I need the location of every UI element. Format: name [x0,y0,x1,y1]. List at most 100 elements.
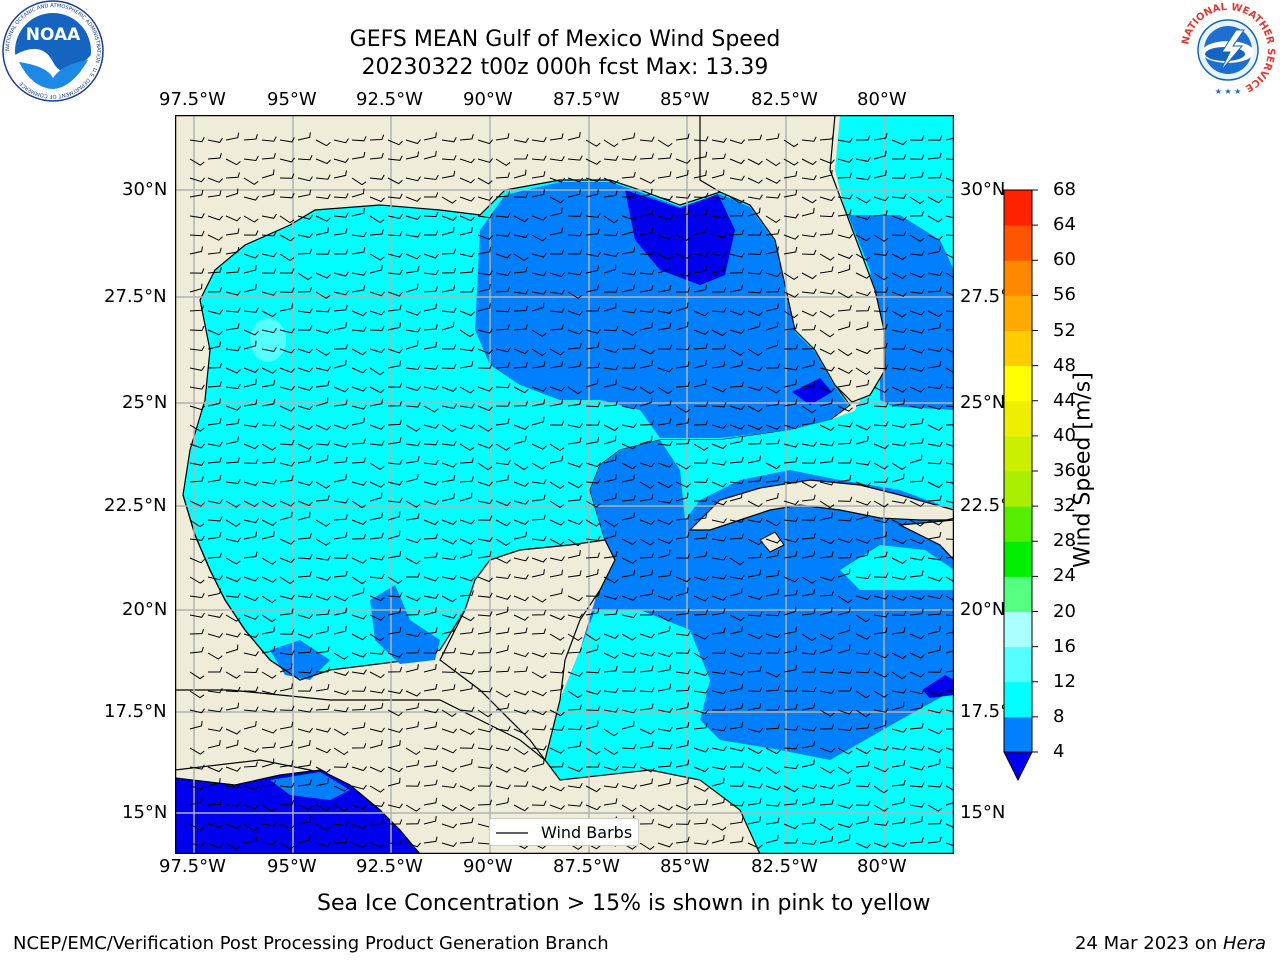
wind-barb [279,268,295,274]
wind-barb [711,608,726,616]
wind-barb [207,190,222,198]
colorbar-tick-label: 64 [1053,214,1076,236]
wind-barb [639,842,655,851]
wind-barb [243,823,259,832]
wind-barb [855,196,871,204]
wind-barb [621,155,637,161]
wind-barb [729,557,745,566]
lon-tick-bottom: 80°W [857,856,907,877]
wind-barb [297,707,313,713]
wind-barb [243,458,259,464]
wind-barb [189,628,205,635]
wind-barb [639,462,655,468]
wind-barb [549,420,565,426]
wind-barb [243,804,259,810]
wind-barb [297,533,312,540]
wind-barb [675,344,691,351]
wind-barb [639,188,653,198]
wind-barb [855,379,870,388]
wind-barb [675,133,690,141]
wind-barb [657,804,673,811]
wind-barb [423,253,439,259]
wind-barb [675,587,689,597]
wind-barb [279,842,295,850]
wind-barb [531,758,545,768]
wind-barb [423,364,439,370]
wind-barb [531,652,547,658]
wind-barb [261,479,277,485]
wind-barb [585,251,601,257]
wind-barb [225,418,240,426]
wind-barb [819,169,833,179]
lat-tick-right: 20°N [960,599,1006,620]
sea-ice-caption: Sea Ice Concentration > 15% is shown in … [317,891,931,916]
wind-barb [279,173,295,179]
wind-barb [567,494,582,502]
wind-barb [693,419,709,426]
wind-barb [513,266,528,274]
wind-barb [657,253,673,260]
wind-barb [945,842,954,847]
wind-barb [315,778,329,787]
wind-barb [621,284,635,293]
wind-barb [891,398,906,407]
wind-barb [225,323,240,331]
wind-barb [225,686,241,693]
wind-barb [729,683,744,692]
wind-barb [441,684,456,692]
wind-barb [621,708,637,714]
wind-barb [459,804,475,811]
wind-barb [945,234,954,237]
wind-barb [513,154,529,160]
wind-barb [837,157,853,163]
wind-barb [856,135,871,141]
wind-barb [207,474,222,483]
wind-barb [243,264,257,274]
wind-barb [855,435,869,445]
wind-barb [189,213,205,219]
wind-barb [477,462,493,471]
wind-barb [747,727,763,733]
wind-barb [873,804,889,812]
wind-barb [567,437,582,445]
wind-barb [675,819,691,825]
wind-barb [549,804,565,810]
wind-barb [891,701,905,711]
wind-barb [927,519,943,526]
lon-tick-top: 95°W [267,89,317,110]
wind-barb [459,590,474,597]
wind-barb [423,664,437,673]
wind-barb [333,762,349,768]
wind-barb [549,556,565,562]
wind-barb [873,477,889,483]
wind-barb [207,153,222,160]
wind-barb [423,269,439,276]
wind-barb [207,309,223,315]
wind-barb [783,246,798,255]
wind-barb [567,647,582,654]
wind-barb [873,671,889,678]
wind-barb [333,707,349,713]
wind-barb [585,552,600,559]
atlantic-moderate-winds [848,215,954,415]
wind-barb [765,723,781,730]
wind-barb [945,670,954,673]
wind-barb [261,152,276,160]
lat-tick-left: 22.5°N [104,495,167,516]
colorbar-segment [1004,260,1032,296]
wind-barb [801,272,817,280]
wind-barb [765,588,780,597]
wind-barb [297,727,313,733]
wind-barb [657,707,673,713]
wind-barb [387,252,403,258]
cayman-stronger-winds [840,545,954,590]
wind-barb [261,671,277,679]
wind-barb [603,230,619,237]
wind-barb [621,443,637,450]
wind-barb [639,633,655,639]
wind-barb [189,747,205,755]
wind-barb [405,386,421,392]
colorbar-tick-label: 16 [1053,635,1076,657]
wind-barb [315,519,331,527]
wind-barb [729,781,745,787]
